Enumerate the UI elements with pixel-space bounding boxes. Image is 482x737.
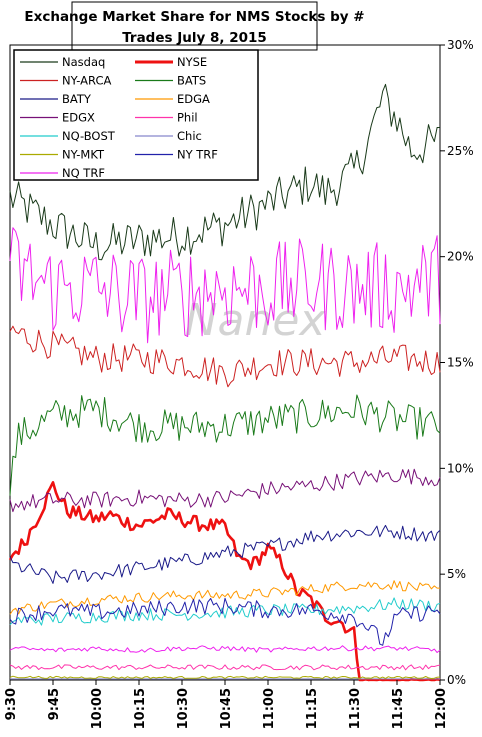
y-tick-label: 20% (447, 250, 474, 264)
legend-label: EDGX (62, 111, 95, 125)
series-line-nq-bost (9, 597, 441, 626)
x-tick-label: 10:30 (176, 688, 191, 729)
y-tick-label: 30% (447, 38, 474, 52)
series-layer (8, 83, 441, 682)
title-box: Exchange Market Share for NMS Stocks by … (24, 1, 365, 51)
x-tick-label: 11:15 (305, 688, 320, 729)
legend-label: NY-ARCA (62, 74, 111, 88)
legend-label: NYSE (177, 55, 207, 69)
series-line-ny-mkt (9, 675, 441, 679)
x-tick-label: 10:00 (90, 688, 105, 729)
x-tick-label: 10:15 (133, 688, 148, 729)
y-tick-label: 25% (447, 144, 474, 158)
y-tick-label: 10% (447, 461, 474, 475)
series-line-nq-trf-secondary (9, 645, 441, 653)
legend-label: BATS (177, 74, 206, 88)
x-tick-label: 12:00 (434, 688, 449, 729)
legend-label: NY TRF (177, 148, 218, 162)
x-axis: 9:30 9:45 10:00 10:15 10:30 10:45 11:00 11:15 11… (4, 680, 449, 729)
chart-title-line-1: Exchange Market Share for NMS Stocks by … (24, 9, 364, 25)
series-line-nasdaq (9, 83, 440, 261)
series-line-ny-arca (9, 325, 441, 388)
legend-label: Phil (177, 111, 198, 125)
y-tick-label: 5% (447, 567, 466, 581)
x-tick-label: 11:30 (348, 688, 363, 729)
series-line-bats (9, 394, 441, 496)
x-tick-label: 9:45 (47, 688, 62, 720)
series-line-phil (9, 664, 441, 671)
legend-label: EDGA (177, 92, 210, 106)
y-tick-label: 15% (447, 356, 474, 370)
series-line-edga (9, 580, 440, 615)
legend-label: Chic (177, 129, 202, 143)
legend-label: NQ-BOST (62, 129, 116, 143)
series-line-edgx (9, 468, 441, 513)
legend-label: NQ TRF (62, 166, 105, 180)
series-line-nyse (8, 480, 441, 682)
legend-label: Nasdaq (62, 55, 105, 69)
legend-label: NY-MKT (62, 148, 105, 162)
series-line-nq-trf (9, 227, 441, 344)
chart-title-line-2: Trades July 8, 2015 (122, 30, 267, 46)
y-axis: 0% 5% 10% 15% 20% 25% 30% (440, 38, 474, 687)
y-tick-label: 0% (447, 673, 466, 687)
x-tick-label: 10:45 (219, 688, 234, 729)
x-tick-label: 11:00 (262, 688, 277, 729)
legend: Nasdaq NYSE NY-ARCA BATS BATY EDGA EDGX Phil NQ-… (13, 49, 259, 181)
x-tick-label: 9:30 (4, 688, 19, 720)
x-tick-label: 11:45 (391, 688, 406, 729)
series-line-ny-trf (9, 597, 441, 646)
legend-label: BATY (62, 92, 92, 106)
series-line-baty (9, 524, 441, 584)
